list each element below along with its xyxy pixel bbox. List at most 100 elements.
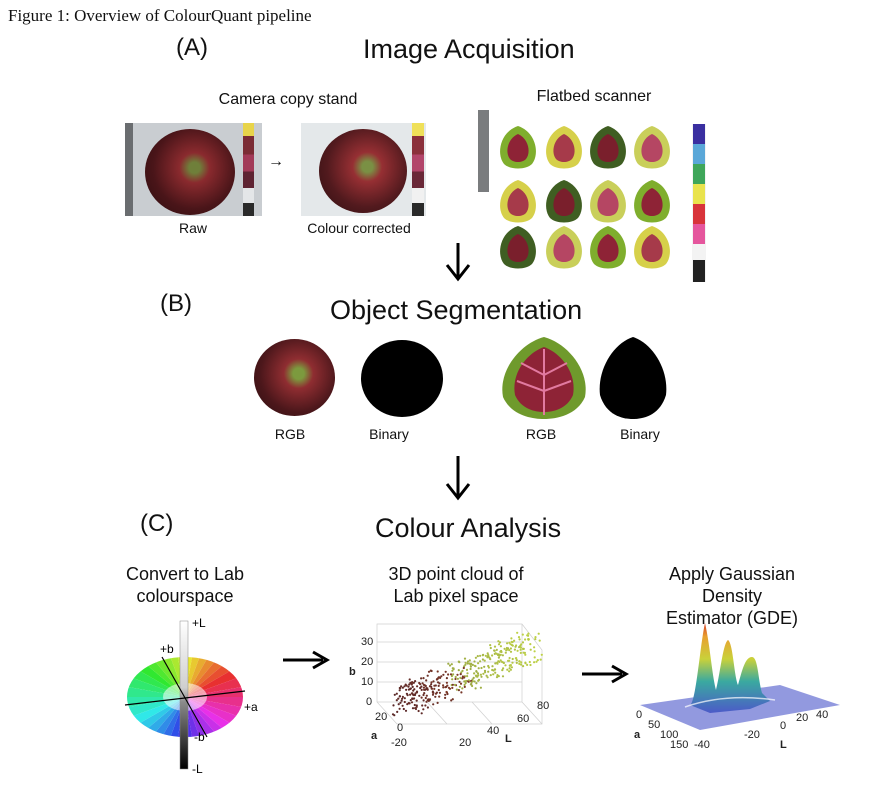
- cloud-point: [505, 649, 508, 652]
- cloud-point: [518, 660, 521, 663]
- cloud-point: [451, 669, 454, 672]
- cloud-point: [534, 636, 537, 639]
- cloud-point: [419, 686, 422, 690]
- cloud-point: [445, 677, 448, 680]
- scanned-leaf-centre: [507, 188, 529, 216]
- arrow-a-to-b: [445, 243, 471, 282]
- cloud-point: [434, 695, 437, 698]
- cloud-b-tick: 20: [361, 656, 373, 668]
- cloud-point: [509, 650, 513, 653]
- cloud-point: [476, 672, 480, 675]
- cloud-point: [538, 639, 541, 642]
- cloud-point: [519, 651, 522, 654]
- cloud-point: [503, 647, 506, 650]
- cloud-point: [469, 665, 472, 668]
- figure-caption: Figure 1: Overview of ColourQuant pipeli…: [8, 6, 312, 25]
- cloud-point: [423, 688, 426, 691]
- cloud-point: [511, 661, 514, 664]
- cloud-point: [499, 653, 502, 656]
- gde-a-label: a: [634, 729, 641, 741]
- cloud-point: [491, 654, 494, 657]
- cloud-point: [477, 667, 480, 670]
- cloud-point: [491, 668, 494, 672]
- cloud-point: [405, 688, 408, 691]
- wheel-hue-slice: [185, 697, 243, 737]
- cloud-point: [464, 663, 467, 666]
- cloud-point: [528, 660, 531, 664]
- cloud-point: [477, 674, 480, 677]
- scanned-leaf-centre: [597, 134, 619, 162]
- cloud-point: [444, 670, 447, 673]
- cloud-point: [483, 669, 487, 672]
- cloud-point: [466, 675, 469, 678]
- cloud-point: [415, 699, 418, 702]
- cloud-point: [395, 699, 398, 702]
- cloud-point: [401, 695, 404, 698]
- cloud-point: [420, 696, 423, 699]
- cloud-point: [399, 687, 402, 690]
- cloud-point: [401, 697, 404, 700]
- cloud-point: [480, 675, 483, 678]
- cloud-point: [430, 683, 433, 686]
- cloud-point: [414, 680, 417, 683]
- gde-l-tick: 20: [796, 712, 808, 724]
- cloud-point: [529, 648, 532, 651]
- cloud-point: [436, 681, 440, 684]
- scanned-leaf-centre: [553, 234, 575, 262]
- gde-density-plot: 0 50 100 150 a -40 -20 0 20 40 L: [634, 623, 840, 751]
- gde-l-tick: -40: [694, 739, 710, 751]
- corrected-label: Colour corrected: [307, 220, 411, 236]
- cloud-point: [499, 659, 502, 662]
- cloud-point: [500, 660, 504, 663]
- cloud-point: [447, 662, 450, 665]
- cloud-point: [465, 668, 469, 671]
- cloud-point: [501, 675, 505, 678]
- cloud-point: [495, 648, 498, 651]
- cloud-point: [401, 686, 404, 689]
- cloud-point: [480, 666, 483, 670]
- cloud-point: [449, 673, 453, 676]
- cloud-point: [407, 685, 410, 688]
- wheel-hue-slice: [185, 669, 243, 697]
- cloud-point: [451, 698, 454, 701]
- plus-l-label: +L: [192, 616, 206, 630]
- minus-l-label: -L: [192, 762, 203, 776]
- cloud-point: [413, 703, 416, 707]
- cloud-point: [408, 702, 411, 705]
- gde-l-label: L: [780, 739, 787, 751]
- cloud-point: [513, 648, 516, 651]
- cloud-point: [459, 676, 462, 679]
- cloud-point: [524, 638, 527, 641]
- b-label-binary-1: Binary: [369, 426, 409, 442]
- cloud-point: [468, 659, 471, 662]
- cloud-point: [515, 659, 518, 662]
- cloud-point: [398, 707, 401, 710]
- cloud-point: [425, 679, 428, 682]
- cloud-point: [497, 640, 500, 643]
- cloud-point: [426, 699, 429, 702]
- cloud-point: [471, 663, 474, 666]
- cloud-point: [404, 709, 408, 712]
- cloud-point: [485, 674, 488, 677]
- cloud-point: [445, 681, 448, 684]
- cloud-point: [502, 667, 505, 670]
- cloud-point: [408, 678, 411, 681]
- cloud-l-label: L: [505, 733, 512, 745]
- cloud-point: [434, 684, 437, 687]
- cloud-point: [483, 665, 486, 668]
- cloud-point: [533, 656, 536, 659]
- section-c-title: Colour Analysis: [375, 513, 562, 543]
- cloud-point: [444, 696, 447, 699]
- cloud-point: [422, 693, 425, 697]
- cloud-point: [461, 677, 464, 680]
- arrow-step2-to-step3: [582, 664, 630, 684]
- step3-label: Apply Gaussian Density Estimator (GDE): [665, 564, 798, 628]
- scanned-leaf-centre: [507, 234, 529, 262]
- cloud-point: [435, 691, 438, 694]
- cloud-point: [432, 703, 435, 706]
- section-a-letter: (A): [176, 34, 208, 61]
- cloud-point: [527, 632, 530, 635]
- minus-b-label: -b: [194, 730, 205, 744]
- cloud-point: [533, 646, 536, 649]
- cloud-point: [467, 680, 470, 683]
